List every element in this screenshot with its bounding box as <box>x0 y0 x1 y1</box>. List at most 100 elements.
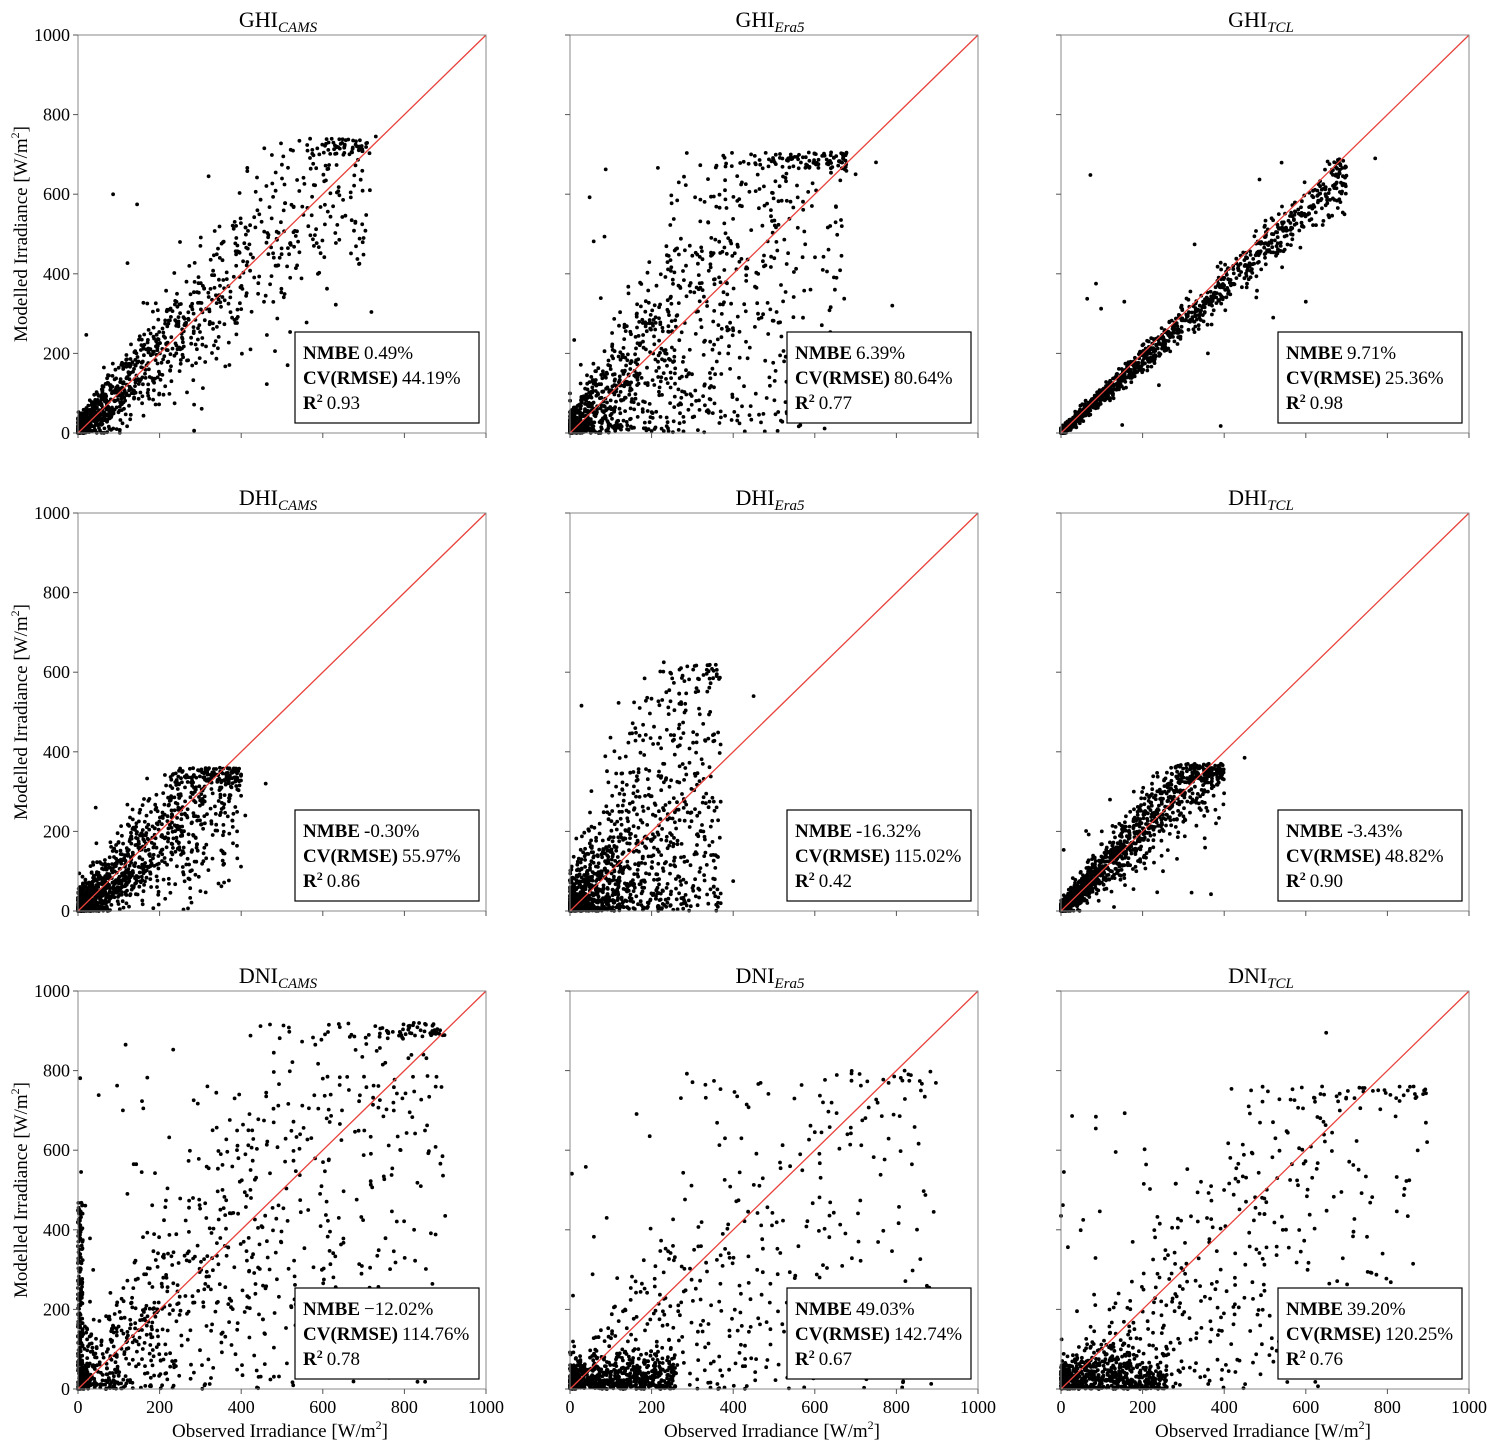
data-point <box>1166 339 1171 343</box>
data-point <box>633 352 637 357</box>
data-point <box>163 773 167 777</box>
data-point <box>88 412 93 417</box>
data-point <box>84 406 89 410</box>
data-point <box>702 294 706 299</box>
y-axis-label: Modelled Irradiance [W/m2] <box>8 126 32 342</box>
data-point <box>353 163 358 168</box>
data-point <box>146 393 151 398</box>
data-point <box>104 400 109 404</box>
data-point <box>704 409 709 414</box>
data-point <box>340 137 345 142</box>
data-point <box>844 169 849 173</box>
data-point <box>235 810 240 814</box>
data-point <box>606 358 611 363</box>
data-point <box>192 786 197 790</box>
data-point <box>204 778 209 783</box>
data-point <box>116 902 121 906</box>
data-point <box>204 856 209 861</box>
data-point <box>638 280 642 285</box>
data-point <box>181 845 186 850</box>
data-point <box>578 406 583 411</box>
data-point <box>248 347 253 352</box>
data-point <box>167 802 171 807</box>
data-point <box>137 855 142 860</box>
data-point <box>96 394 101 398</box>
data-point <box>709 384 713 388</box>
data-point <box>343 213 348 218</box>
data-point <box>178 358 183 362</box>
data-point <box>208 257 213 262</box>
data-point <box>186 310 191 315</box>
data-point <box>1127 374 1132 379</box>
data-point <box>812 151 817 156</box>
data-point <box>308 166 313 171</box>
data-point <box>195 347 199 352</box>
data-point <box>189 900 194 905</box>
data-point <box>787 165 792 170</box>
data-point <box>791 315 796 320</box>
data-point <box>777 184 782 189</box>
data-point <box>748 404 753 408</box>
data-point <box>708 376 713 381</box>
data-point <box>106 382 111 386</box>
data-point <box>210 273 214 277</box>
data-point <box>166 876 171 881</box>
data-point <box>136 382 141 386</box>
data-point <box>618 357 623 362</box>
data-point <box>600 376 605 381</box>
data-point <box>166 359 171 364</box>
data-point <box>686 407 691 412</box>
data-point <box>157 819 162 824</box>
data-point <box>153 358 158 362</box>
data-point <box>658 272 663 277</box>
data-point <box>258 197 263 202</box>
data-point <box>649 410 654 415</box>
data-point <box>137 884 142 889</box>
data-point <box>192 428 197 433</box>
data-point <box>350 147 355 151</box>
data-point <box>740 404 744 409</box>
data-point <box>81 411 86 416</box>
data-point <box>140 401 145 406</box>
data-point <box>1293 209 1298 214</box>
data-point <box>841 156 845 161</box>
data-point <box>239 793 244 798</box>
data-point <box>1250 267 1254 272</box>
data-point <box>187 840 192 845</box>
data-point <box>626 291 631 296</box>
data-point <box>241 259 246 264</box>
data-point <box>196 337 200 342</box>
data-point <box>193 342 198 347</box>
data-point <box>723 178 727 183</box>
data-point <box>703 403 707 408</box>
data-point <box>635 302 639 307</box>
data-point <box>80 874 85 879</box>
data-point <box>286 246 290 251</box>
data-point <box>668 258 673 262</box>
data-point <box>617 378 622 383</box>
data-point <box>1171 335 1175 339</box>
data-point <box>273 349 277 353</box>
data-point <box>181 851 186 855</box>
data-point <box>246 229 250 233</box>
data-point <box>695 252 700 257</box>
data-point <box>341 152 346 157</box>
data-point <box>786 251 790 256</box>
data-point <box>585 409 589 414</box>
data-point <box>839 253 844 258</box>
data-point <box>172 401 177 406</box>
data-point <box>112 398 117 403</box>
data-point <box>213 804 217 809</box>
data-point <box>661 429 666 433</box>
data-point <box>228 310 233 314</box>
data-point <box>178 311 183 315</box>
data-point <box>243 225 248 230</box>
data-point <box>151 397 156 402</box>
data-point <box>712 385 716 390</box>
data-point <box>161 877 166 882</box>
data-point <box>212 343 216 348</box>
data-point <box>360 222 365 227</box>
data-point <box>719 415 723 420</box>
data-point <box>621 346 626 350</box>
data-point <box>725 328 730 333</box>
